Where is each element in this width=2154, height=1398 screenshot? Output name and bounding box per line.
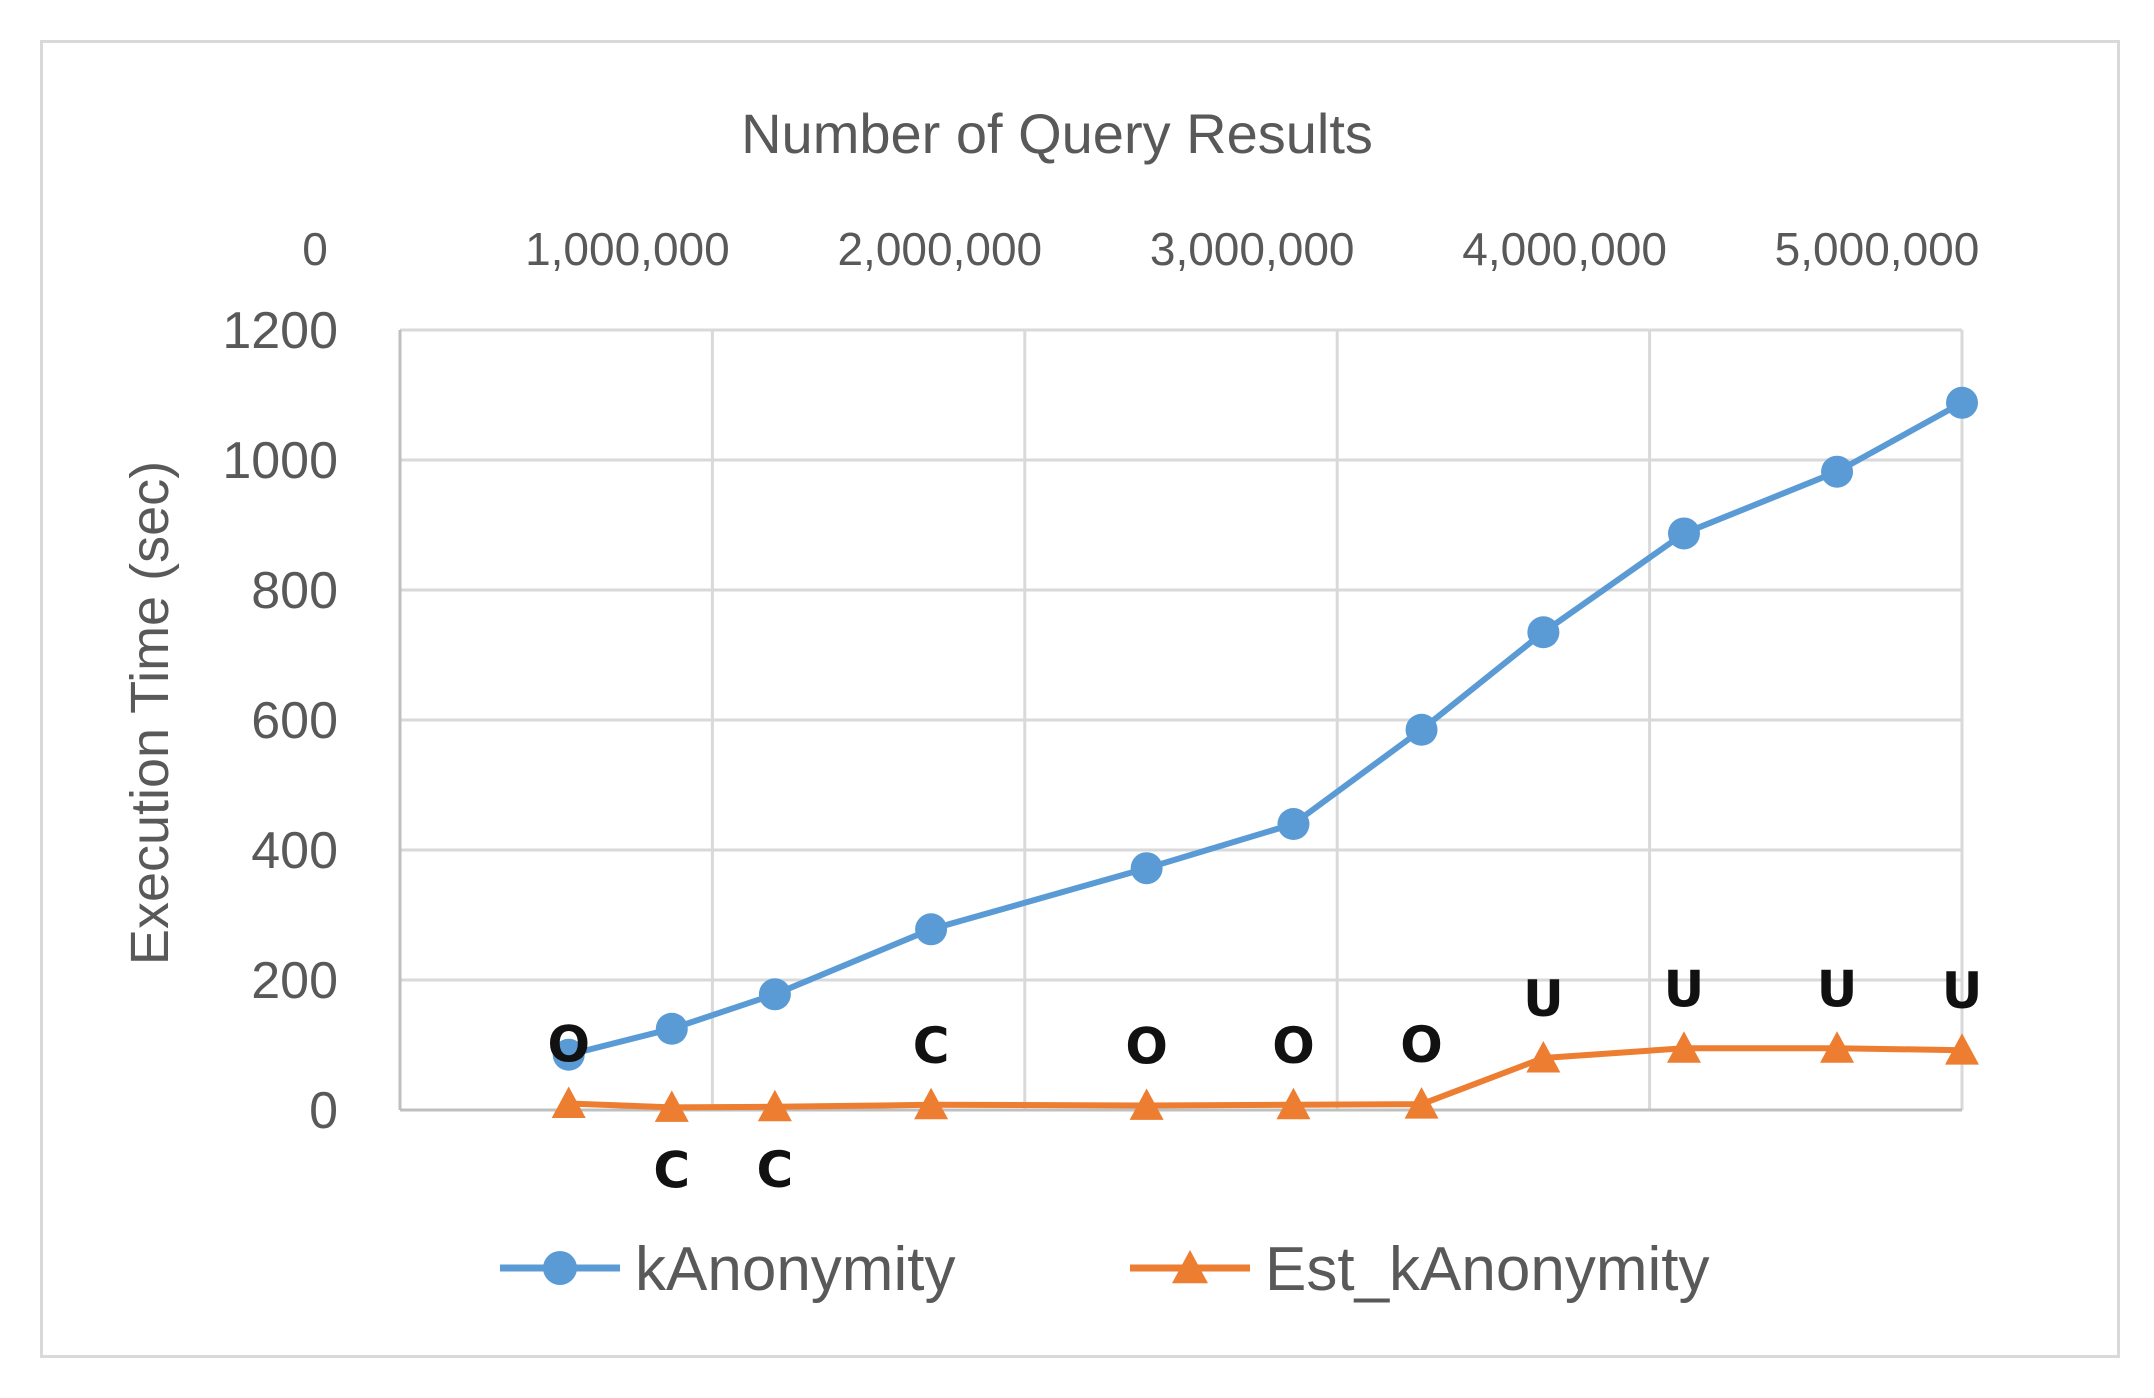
data-point-Est_kAnonymity xyxy=(551,1086,586,1118)
data-point-kAnonymity xyxy=(1277,808,1310,840)
x-tick-label: 2,000,000 xyxy=(837,223,1042,275)
y-tick-label: 200 xyxy=(251,952,338,1010)
data-point-kAnonymity xyxy=(1130,852,1163,885)
data-point-kAnonymity xyxy=(1667,517,1700,550)
data-point-Est_kAnonymity xyxy=(1129,1088,1164,1120)
series-layer: O C C C O O O U U U U xyxy=(547,386,1983,1199)
data-point-kAnonymity xyxy=(758,978,791,1011)
data-point-Est_kAnonymity xyxy=(1276,1087,1311,1120)
data-point-kAnonymity xyxy=(1405,713,1438,746)
data-point-kAnonymity xyxy=(1527,616,1560,649)
x-axis-title: Number of Query Results xyxy=(741,102,1373,165)
data-label: C xyxy=(653,1141,690,1199)
y-tick-label: 1200 xyxy=(222,302,338,360)
data-point-Est_kAnonymity xyxy=(1945,1033,1979,1065)
x-tick-label: 5,000,000 xyxy=(1775,223,1980,275)
x-tick-label: 1,000,000 xyxy=(525,223,730,275)
data-point-Est_kAnonymity xyxy=(654,1090,689,1122)
chart-frame xyxy=(40,40,2120,1358)
legend-marker xyxy=(1172,1250,1208,1284)
tick-labels: 0 200 400 600 800 1000 1200 0 1,000,000 2,000,000… xyxy=(222,223,1979,1140)
legend-marker xyxy=(543,1251,577,1285)
y-axis-title: Execution Time (sec) xyxy=(120,461,180,965)
data-point-Est_kAnonymity xyxy=(757,1089,792,1122)
data-label: C xyxy=(757,1141,794,1199)
y-tick-label: 400 xyxy=(251,822,338,880)
y-tick-label: 600 xyxy=(251,692,338,750)
data-label: U xyxy=(1523,970,1564,1028)
x-tick-label: 0 xyxy=(302,223,328,275)
legend-label: kAnonymity xyxy=(635,1235,955,1304)
legend-label: Est_kAnonymity xyxy=(1265,1235,1710,1304)
y-tick-label: 0 xyxy=(309,1082,338,1140)
y-tick-label: 800 xyxy=(251,562,338,620)
data-label: C xyxy=(913,1017,950,1075)
data-label: U xyxy=(1817,960,1858,1018)
data-point-Est_kAnonymity xyxy=(1404,1087,1439,1119)
data-point-Est_kAnonymity xyxy=(914,1087,949,1120)
data-label: O xyxy=(547,1016,590,1074)
data-point-kAnonymity xyxy=(1946,386,1978,419)
x-tick-label: 4,000,000 xyxy=(1462,223,1667,275)
data-point-kAnonymity xyxy=(915,913,948,946)
legend: kAnonymity Est_kAnonymity xyxy=(500,1235,1710,1304)
data-label: U xyxy=(1942,962,1983,1020)
data-label: O xyxy=(1272,1017,1315,1075)
data-point-kAnonymity xyxy=(655,1012,688,1045)
data-point-Est_kAnonymity xyxy=(1526,1041,1561,1073)
data-point-Est_kAnonymity xyxy=(1820,1031,1855,1063)
data-point-kAnonymity xyxy=(1821,455,1854,488)
x-tick-label: 3,000,000 xyxy=(1150,223,1355,275)
series-line-kAnonymity xyxy=(567,400,1964,1058)
gridlines xyxy=(398,328,1964,1112)
data-point-Est_kAnonymity xyxy=(1666,1031,1701,1063)
y-tick-label: 1000 xyxy=(222,432,338,490)
data-label: U xyxy=(1664,960,1705,1018)
data-label: O xyxy=(1125,1017,1168,1075)
data-label: O xyxy=(1400,1016,1443,1074)
data-point-kAnonymity xyxy=(552,1038,585,1071)
